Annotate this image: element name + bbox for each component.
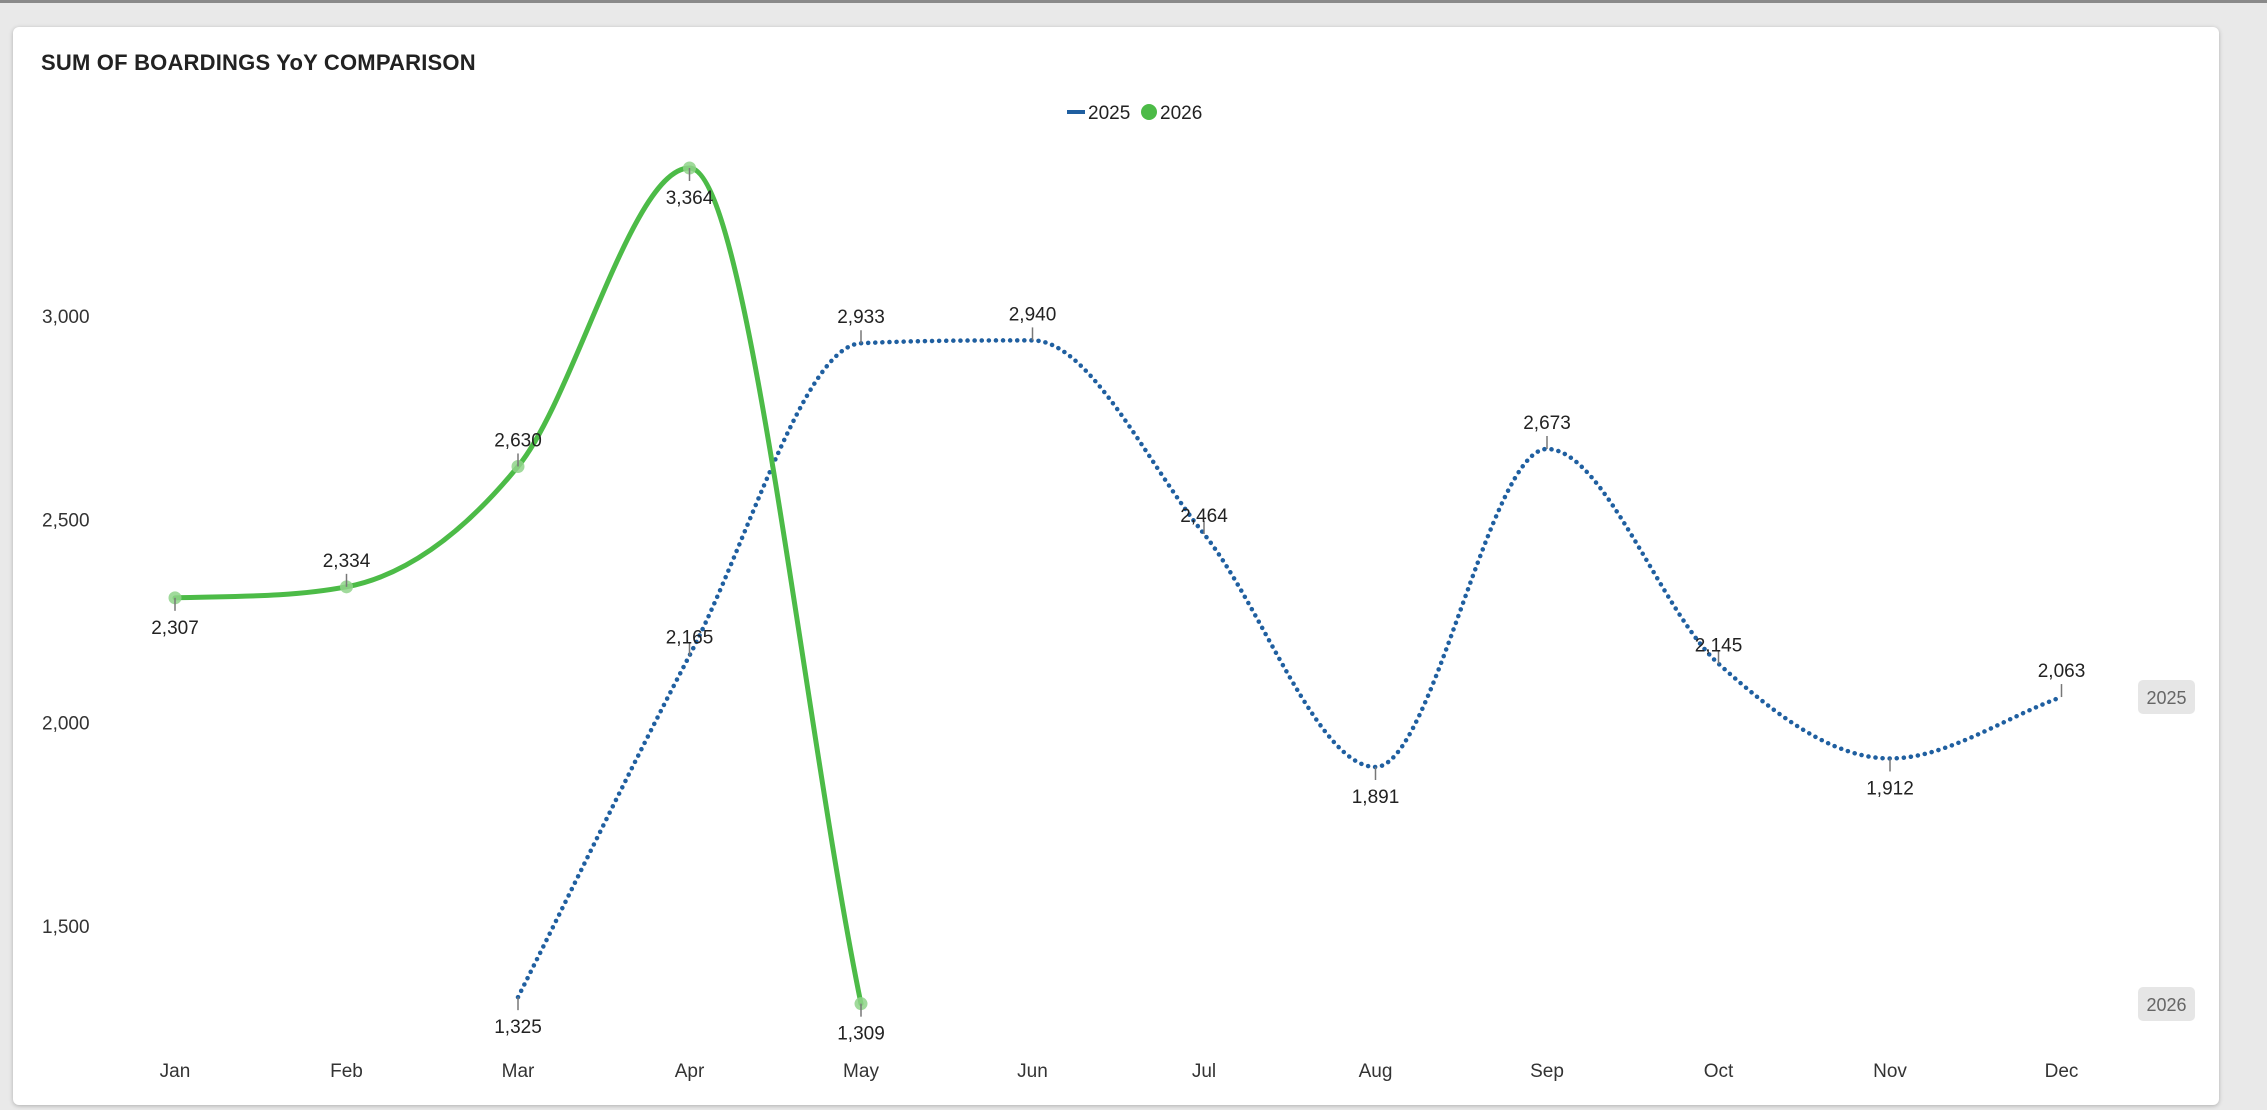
y-tick-label: 2,500 xyxy=(42,510,90,531)
x-tick-label: Aug xyxy=(1359,1061,1393,1082)
data-label-2026: 1,309 xyxy=(837,1024,885,1045)
data-label-2025: 2,145 xyxy=(1695,636,1743,657)
end-tag-label-2025: 2025 xyxy=(2146,688,2186,708)
x-tick-label: May xyxy=(843,1061,879,1082)
legend-label-2025[interactable]: 2025 xyxy=(1088,103,1130,124)
data-label-2026: 2,334 xyxy=(323,551,371,572)
legend-swatch-2026 xyxy=(1141,104,1157,120)
x-tick-label: Feb xyxy=(330,1061,363,1082)
x-axis: Jan Feb Mar Apr May Jun Jul Aug Sep Oct Nov Dec xyxy=(160,1061,2079,1082)
data-label-2025: 1,325 xyxy=(494,1017,542,1038)
y-axis: 1,500 2,000 2,500 3,000 xyxy=(42,307,90,938)
data-label-2025: 2,940 xyxy=(1009,304,1057,325)
x-tick-label: Mar xyxy=(502,1061,535,1082)
legend-swatch-2025 xyxy=(1067,110,1085,114)
data-label-2025: 2,673 xyxy=(1523,413,1571,434)
data-label-2026: 2,307 xyxy=(151,618,199,639)
data-label-2025: 1,912 xyxy=(1866,778,1914,799)
x-tick-label: Sep xyxy=(1530,1061,1564,1082)
y-tick-label: 3,000 xyxy=(42,307,90,328)
x-tick-label: Dec xyxy=(2045,1061,2079,1082)
x-tick-label: Jan xyxy=(160,1061,191,1082)
legend: 2025 2026 xyxy=(1067,103,1202,124)
data-label-2026: 2,630 xyxy=(494,430,542,451)
data-label-2025: 2,063 xyxy=(2038,661,2086,682)
series-line-2025 xyxy=(518,340,2062,997)
x-tick-label: Jun xyxy=(1017,1061,1048,1082)
y-tick-label: 1,500 xyxy=(42,917,90,938)
y-tick-label: 2,000 xyxy=(42,714,90,735)
x-tick-label: Jul xyxy=(1192,1061,1216,1082)
end-tag-label-2026: 2026 xyxy=(2146,995,2186,1015)
series-end-tags: 2025 2026 xyxy=(2138,680,2195,1021)
data-label-2026: 3,364 xyxy=(666,188,714,209)
x-tick-label: Nov xyxy=(1873,1061,1907,1082)
data-labels: 1,325 2,165 2,933 2,940 2,464 1,891 2,673 2,145… xyxy=(151,168,2085,1045)
series-line-2026 xyxy=(175,168,861,1004)
data-label-2025: 2,933 xyxy=(837,307,885,328)
data-label-2025: 1,891 xyxy=(1352,787,1400,808)
data-label-2025: 2,464 xyxy=(1180,506,1228,527)
x-tick-label: Apr xyxy=(675,1061,705,1082)
data-label-2025: 2,165 xyxy=(666,628,714,649)
series-layer xyxy=(169,161,2062,1010)
x-tick-label: Oct xyxy=(1704,1061,1734,1082)
legend-label-2026[interactable]: 2026 xyxy=(1160,103,1202,124)
